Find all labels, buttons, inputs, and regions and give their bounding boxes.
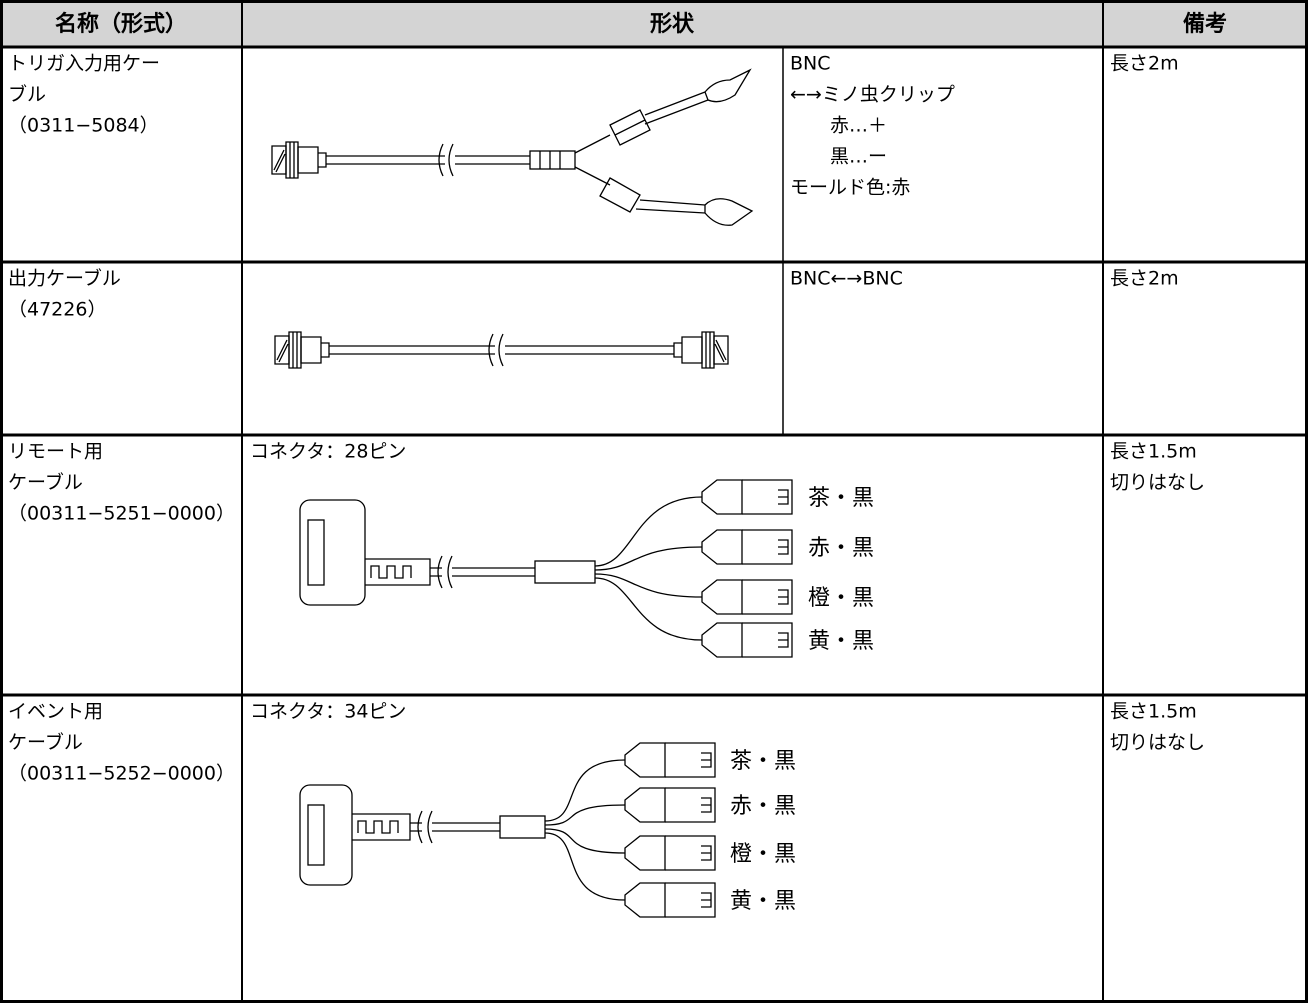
wire-color: 橙・黒 (730, 842, 796, 867)
cable-name: （47226） (8, 299, 106, 321)
line-art (574, 134, 611, 186)
line-art (635, 91, 709, 214)
output-cable-drawing (274, 331, 729, 369)
cable-name: （0311−5084） (8, 115, 159, 137)
line-art (544, 832, 626, 901)
line-art (665, 882, 716, 918)
line-art (529, 150, 576, 170)
line-art (352, 813, 411, 841)
shape-desc: 赤…＋ (830, 115, 887, 137)
line-art (288, 331, 302, 369)
header-cell: 備考 (1183, 11, 1227, 37)
line-art (594, 496, 703, 567)
wire-color: 茶・黒 (730, 749, 796, 774)
cable-name: ケーブル (8, 731, 83, 754)
line-art (742, 579, 793, 615)
line-art (701, 622, 743, 658)
line-art (326, 155, 530, 165)
cable-name: （00311−5252−0000） (8, 763, 235, 785)
note: 長さ1.5m (1110, 441, 1197, 463)
line-art (701, 479, 743, 515)
line-art (544, 828, 626, 854)
line-art (329, 345, 674, 355)
wire-color: 茶・黒 (808, 486, 874, 511)
cable-name: ケーブル (8, 471, 83, 494)
line-art (701, 579, 743, 615)
wire-color: 黄・黒 (808, 629, 874, 654)
shape-desc: ←→ミノ虫クリップ (790, 84, 955, 106)
header-bg (2, 2, 1306, 47)
line-art (488, 333, 504, 367)
line-art (544, 759, 626, 822)
cable-name: 出力ケーブル (8, 267, 121, 290)
line-art (665, 742, 716, 778)
line-art (594, 573, 703, 598)
line-art (624, 882, 666, 918)
connector-cable-drawing (299, 742, 716, 918)
line-art (665, 787, 716, 823)
line-art (624, 742, 666, 778)
cable-name: （00311−5251−0000） (8, 503, 235, 525)
line-art (297, 146, 327, 174)
shape-desc: コネクタ：28ピン (250, 441, 406, 463)
header-cell: 形状 (650, 12, 695, 37)
cable-name: イベント用 (8, 701, 103, 723)
line-art (539, 151, 561, 169)
line-art (274, 335, 290, 365)
line-art (271, 145, 287, 175)
line-art (307, 519, 325, 586)
wire-color: 赤・黒 (730, 794, 796, 819)
line-art (410, 822, 500, 832)
note: 切りはなし (1110, 472, 1205, 494)
shape-desc: 黒…ー (830, 146, 887, 168)
note: 切りはなし (1110, 732, 1205, 754)
line-art (701, 529, 743, 565)
line-art (665, 835, 716, 871)
line-art (365, 558, 431, 586)
connector-cable-drawing (299, 479, 793, 658)
line-art (285, 141, 299, 179)
wire-color: 黄・黒 (730, 889, 796, 914)
note: 長さ2m (1110, 53, 1179, 75)
shape-desc: コネクタ：34ピン (250, 701, 406, 723)
line-art (701, 331, 715, 369)
line-art (438, 143, 454, 177)
wire-color: 赤・黒 (808, 536, 874, 561)
header-cell: 名称（形式） (55, 11, 187, 37)
line-art (704, 68, 754, 226)
line-art (417, 810, 433, 844)
shape-desc: BNC←→BNC (790, 268, 903, 290)
line-art (594, 577, 703, 641)
line-art (499, 815, 546, 839)
shape-desc: BNC (790, 53, 831, 75)
cable-name: ブル (8, 83, 46, 106)
line-art (624, 787, 666, 823)
line-art (307, 804, 325, 866)
line-art (534, 560, 596, 584)
trigger-cable-drawing (271, 68, 754, 226)
note: 長さ2m (1110, 268, 1179, 290)
note: 長さ1.5m (1110, 701, 1197, 723)
line-art (624, 835, 666, 871)
line-art (742, 529, 793, 565)
line-art (713, 335, 729, 365)
line-art (300, 336, 330, 364)
line-art (437, 555, 453, 589)
line-art (742, 622, 793, 658)
line-art (599, 109, 651, 213)
line-art (544, 804, 626, 826)
line-art (673, 336, 703, 364)
cable-name: トリガ入力用ケー (8, 53, 160, 75)
shape-desc: モールド色:赤 (790, 177, 910, 199)
line-art (430, 567, 535, 577)
wire-color: 橙・黒 (808, 586, 874, 611)
cable-name: リモート用 (8, 441, 103, 463)
line-art (594, 546, 703, 571)
line-art (742, 479, 793, 515)
